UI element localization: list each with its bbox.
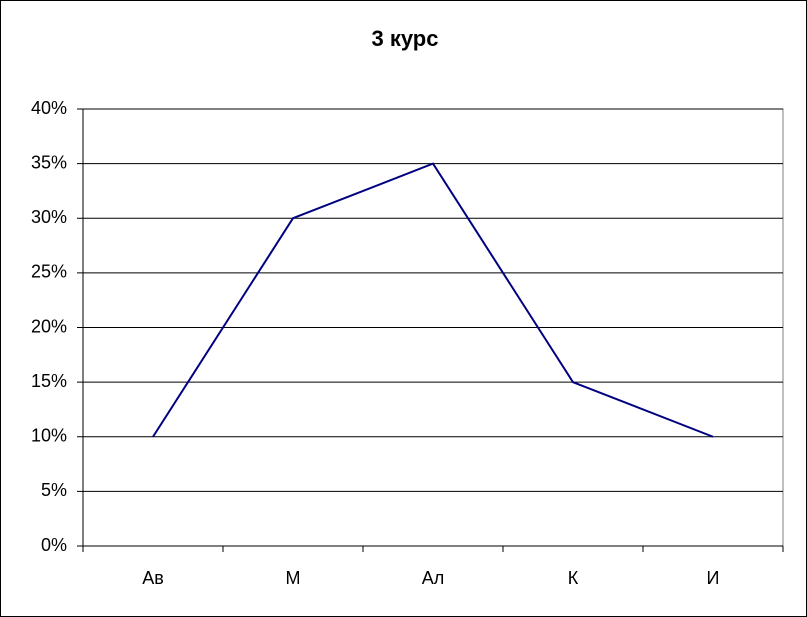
y-tick-label: 0%: [41, 535, 67, 555]
y-tick-label: 30%: [31, 207, 67, 227]
y-tick-label: 35%: [31, 152, 67, 172]
y-tick-label: 10%: [31, 426, 67, 446]
y-tick-label: 40%: [31, 98, 67, 118]
x-tick-label: К: [568, 568, 579, 588]
x-tick-label: Ал: [422, 568, 445, 588]
x-tick-label: Ав: [142, 568, 164, 588]
chart-title: 3 курс: [372, 26, 439, 51]
data-line: [152, 162, 714, 438]
y-tick-label: 15%: [31, 371, 67, 391]
y-tick-label: 20%: [31, 316, 67, 336]
x-tick-label: И: [707, 568, 720, 588]
x-tick-label: М: [286, 568, 301, 588]
y-tick-label: 25%: [31, 262, 67, 282]
y-tick-label: 5%: [41, 480, 67, 500]
